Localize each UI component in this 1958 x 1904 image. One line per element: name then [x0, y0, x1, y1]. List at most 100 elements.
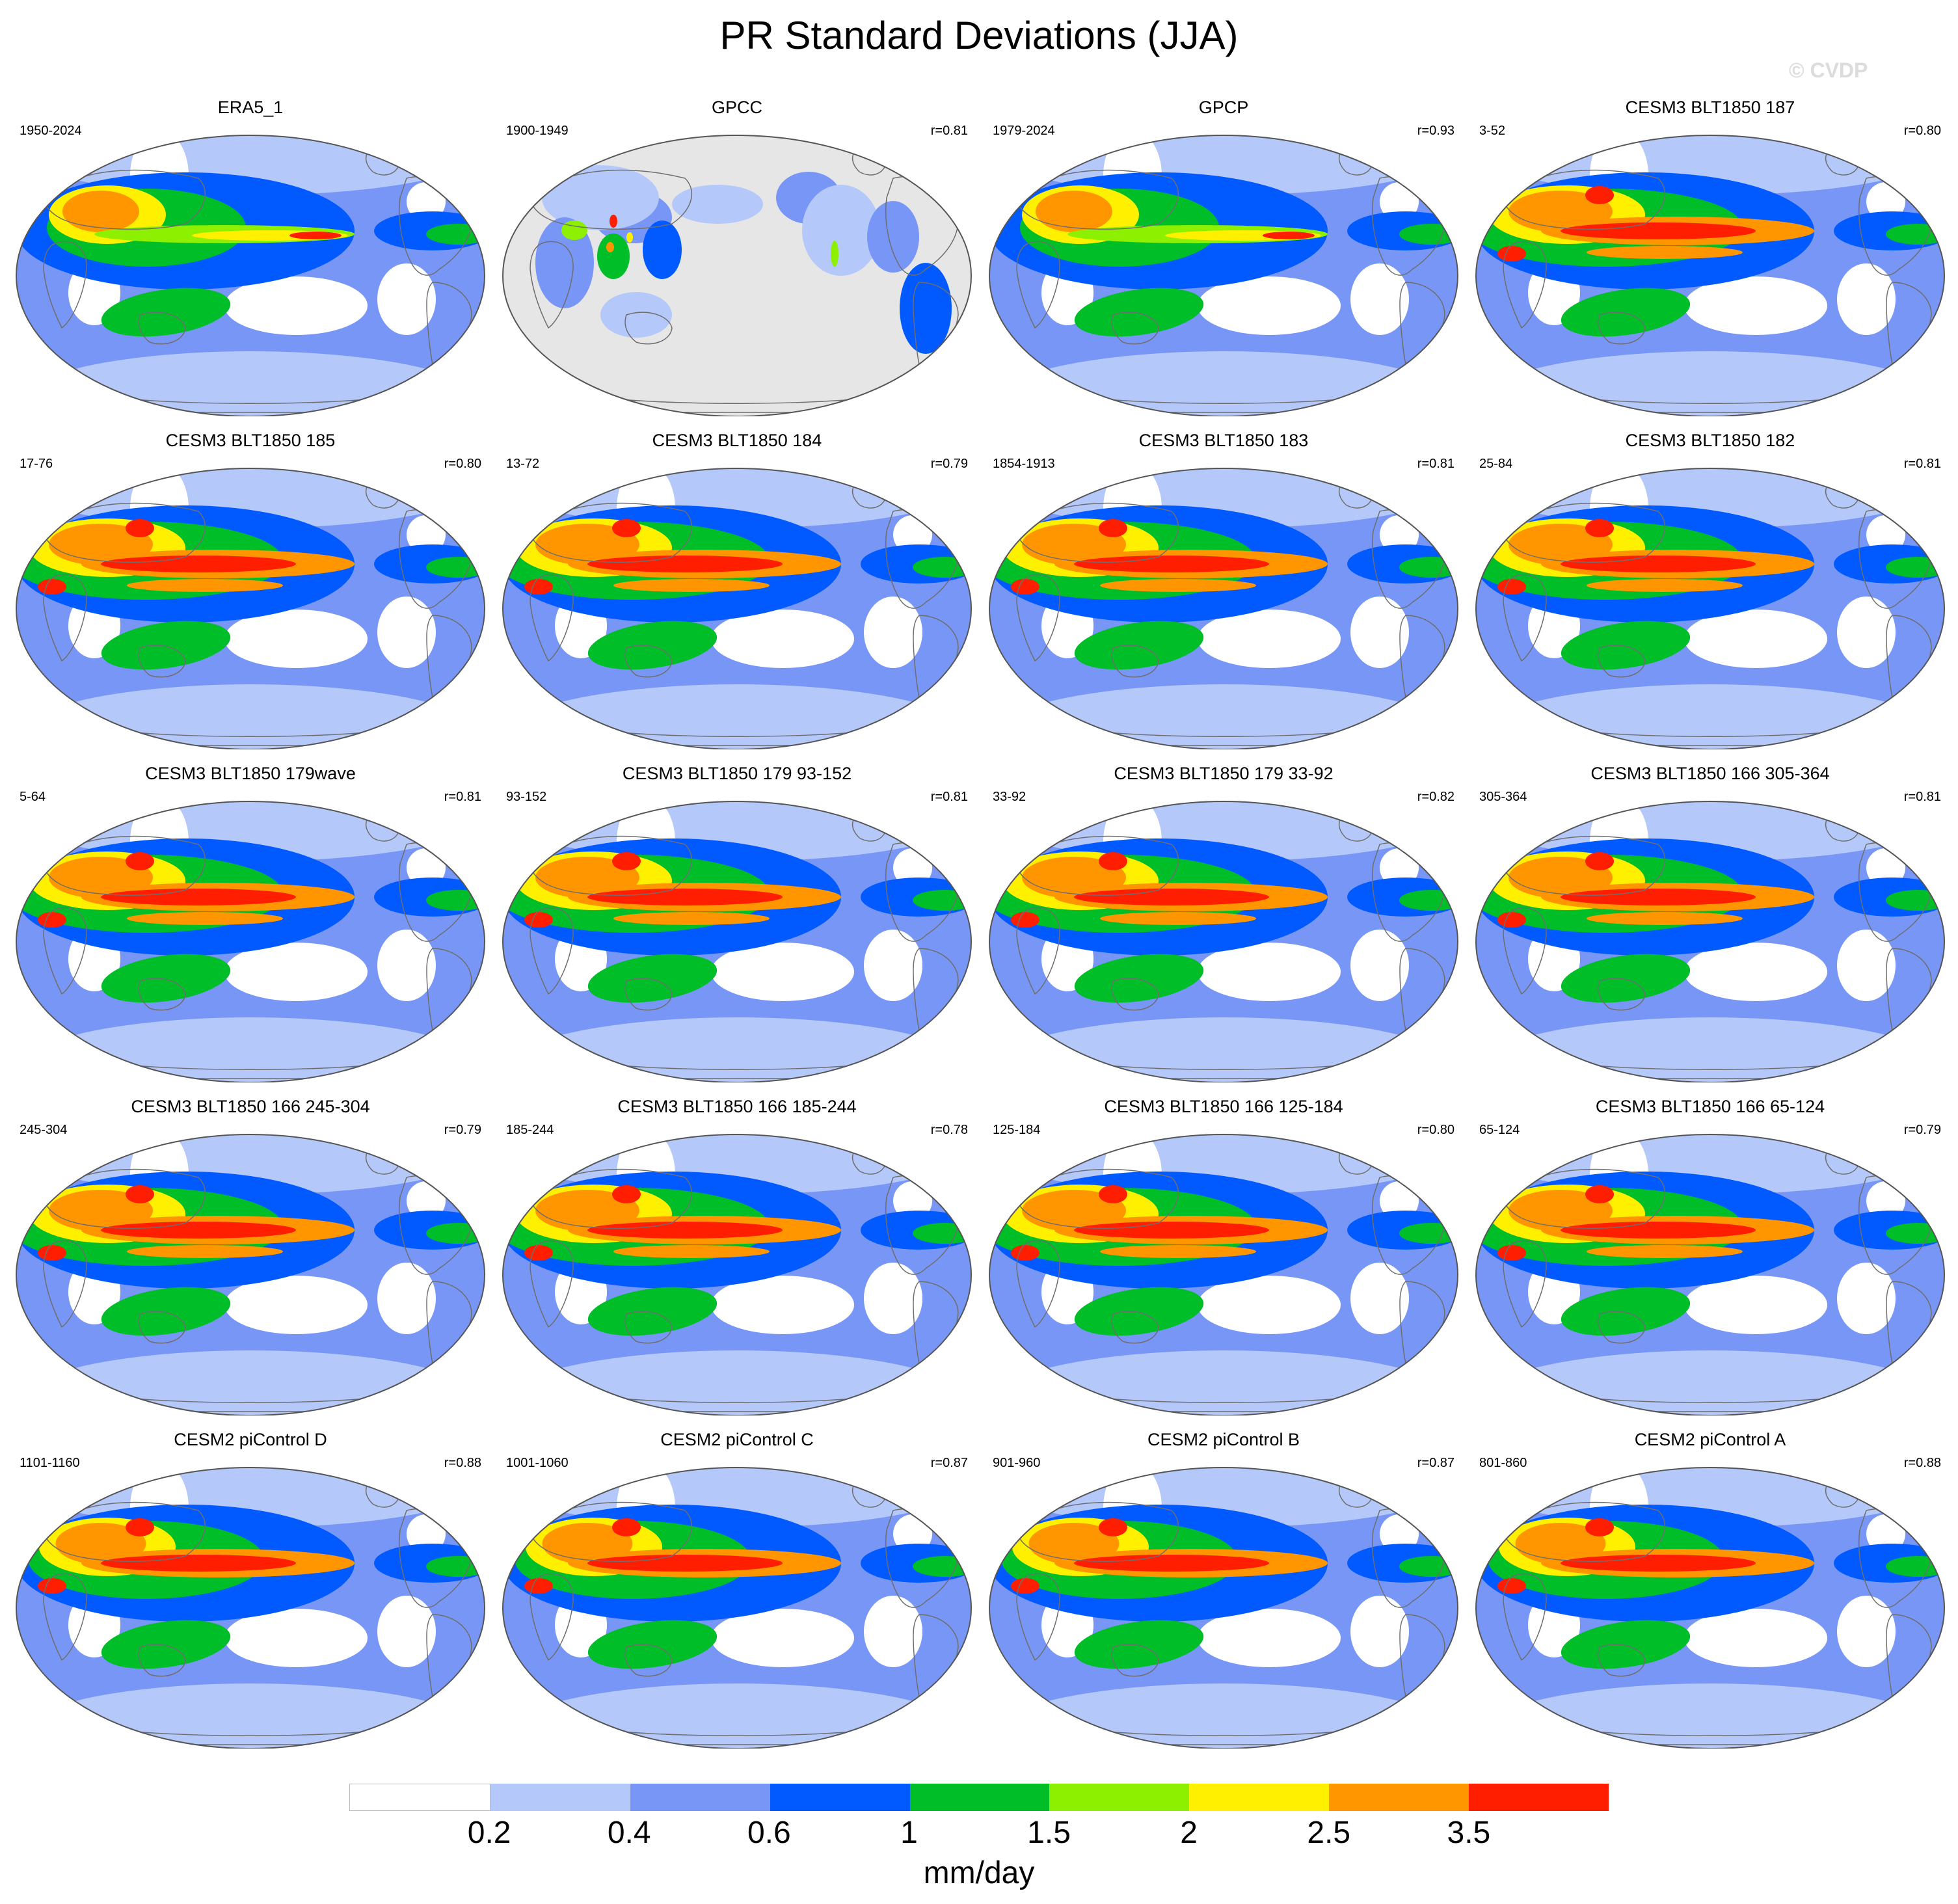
- precip-monsoon-peak: [1585, 852, 1614, 870]
- dry-zone-south-atlantic: [377, 597, 436, 668]
- dry-zone-north-atlantic: [407, 848, 446, 887]
- map-outline: [989, 468, 1458, 749]
- panel-title: CESM3 BLT1850 184: [652, 431, 822, 450]
- colorbar-tick-label: 0.4: [607, 1816, 651, 1850]
- precip-monsoon-peak: [1585, 186, 1614, 204]
- precip-itcz-core: [587, 1222, 783, 1239]
- precip-itcz-core: [587, 1555, 783, 1572]
- panel-title: CESM3 BLT1850 166 65-124: [1595, 1097, 1825, 1116]
- dry-zone-south-pacific: [711, 1276, 854, 1334]
- colorbar-tick-label: 2: [1180, 1816, 1198, 1850]
- map-panel: CESM2 piControl B 901-960 r=0.87: [983, 1430, 1464, 1749]
- precip-itcz-peak: [1263, 232, 1315, 239]
- map-panel: CESM3 BLT1850 166 125-184 125-184 r=0.80: [983, 1097, 1464, 1415]
- map-panel: CESM3 BLT1850 166 245-304 245-304 r=0.79: [10, 1097, 491, 1415]
- dry-zone-south-atlantic: [1350, 1263, 1409, 1334]
- panel-years: 3-52: [1479, 124, 1506, 138]
- precip-south-pacific-green: [101, 1287, 231, 1336]
- map-panel: GPCC 1900-1949 r=0.81: [496, 98, 978, 416]
- precip-south-itcz: [1100, 579, 1256, 592]
- dry-zone-north-atlantic: [1866, 182, 1905, 221]
- panel-correlation: r=0.79: [930, 457, 968, 471]
- panel-correlation: r=0.79: [444, 1123, 481, 1137]
- map-plot: [16, 1467, 485, 1749]
- panel-years: 901-960: [993, 1456, 1041, 1470]
- map-outline: [502, 468, 972, 749]
- dry-zone-south-pacific: [1198, 1276, 1341, 1334]
- precip-indian-peak: [1497, 912, 1526, 928]
- map-plot: [16, 468, 485, 749]
- precip-south-pacific-green: [1561, 1620, 1691, 1669]
- dry-zone-north-atlantic: [407, 1514, 446, 1553]
- dry-zone-south-atlantic: [1837, 930, 1896, 1001]
- precip-itcz-core: [587, 889, 783, 905]
- dry-zone-north-atlantic: [1380, 1514, 1419, 1553]
- precip-region: [597, 234, 630, 279]
- colorbar-swatch: [909, 1784, 1050, 1811]
- precip-indian-peak: [1011, 579, 1039, 595]
- dry-zone-south-atlantic: [377, 1263, 436, 1334]
- dry-zone-north-atlantic: [1380, 182, 1419, 221]
- precip-south-pacific-green: [1561, 621, 1691, 670]
- panel-correlation: r=0.81: [444, 790, 481, 804]
- map-plot: [16, 801, 485, 1082]
- map-panel: CESM2 piControl C 1001-1060 r=0.87: [496, 1430, 978, 1749]
- page-title: PR Standard Deviations (JJA): [719, 14, 1239, 57]
- dry-zone-north-atlantic: [1380, 515, 1419, 554]
- precip-itcz-core: [1561, 1222, 1756, 1239]
- dry-zone-south-atlantic: [1837, 1263, 1896, 1334]
- map-field: [503, 801, 971, 1082]
- map-plot: [16, 1134, 485, 1415]
- precip-indian-peak: [524, 1245, 553, 1261]
- map-plot: [989, 801, 1458, 1082]
- precip-indian-peak: [38, 1245, 66, 1261]
- precip-atlantic-green: [1886, 557, 1944, 578]
- panel-years: 245-304: [20, 1123, 68, 1137]
- map-plot: [502, 801, 972, 1082]
- map-outline: [16, 468, 485, 749]
- dry-zone-south-atlantic: [377, 263, 436, 335]
- precip-atlantic-green: [1886, 1223, 1944, 1244]
- map-panel: CESM3 BLT1850 182 25-84 r=0.81: [1469, 431, 1951, 749]
- precip-region: [542, 165, 659, 230]
- precip-atlantic-green: [913, 1556, 971, 1577]
- colorbar-swatch: [770, 1784, 910, 1811]
- dry-zone-south-atlantic: [1350, 930, 1409, 1001]
- watermark: © CVDP: [1789, 59, 1868, 82]
- precip-monsoon-peak: [612, 1185, 641, 1203]
- map-outline: [16, 1134, 485, 1415]
- colorbar-swatch: [1049, 1784, 1190, 1811]
- panel-correlation: r=0.81: [930, 124, 968, 138]
- panel-correlation: r=0.81: [1903, 790, 1941, 804]
- map-outline: [502, 135, 972, 416]
- panel-correlation: r=0.81: [1417, 457, 1455, 471]
- panel-years: 185-244: [506, 1123, 554, 1137]
- colorbar-swatch: [490, 1784, 630, 1811]
- panel-title: CESM3 BLT1850 166 305-364: [1590, 764, 1830, 783]
- precip-monsoon-peak: [126, 1518, 154, 1536]
- precip-region: [535, 217, 594, 308]
- panel-years: 17-76: [20, 457, 53, 471]
- colorbar-swatch: [1329, 1784, 1469, 1811]
- precip-south-pacific-green: [1561, 288, 1691, 337]
- panel-years: 305-364: [1479, 790, 1527, 804]
- map-field: [1476, 801, 1944, 1082]
- precip-south-pacific-green: [1074, 954, 1204, 1003]
- precip-indian-peak: [38, 912, 66, 928]
- map-field: [16, 801, 485, 1082]
- panel-years: 1950-2024: [20, 124, 82, 138]
- dry-zone-south-pacific: [1684, 1609, 1827, 1667]
- panel-correlation: r=0.87: [1417, 1456, 1455, 1470]
- precip-indian-peak: [524, 579, 553, 595]
- dry-zone-north-atlantic: [1380, 848, 1419, 887]
- dry-zone-south-atlantic: [864, 930, 922, 1001]
- panel-years: 13-72: [506, 457, 540, 471]
- precip-itcz-core: [1561, 889, 1756, 905]
- dry-zone-north-atlantic: [893, 1181, 932, 1220]
- panel-years: 1001-1060: [506, 1456, 569, 1470]
- precip-monsoon-peak: [1585, 519, 1614, 537]
- precip-peak: [831, 241, 838, 267]
- precip-atlantic-green: [1399, 557, 1458, 578]
- precip-atlantic-green: [426, 557, 485, 578]
- dry-zone-north-atlantic: [1866, 1181, 1905, 1220]
